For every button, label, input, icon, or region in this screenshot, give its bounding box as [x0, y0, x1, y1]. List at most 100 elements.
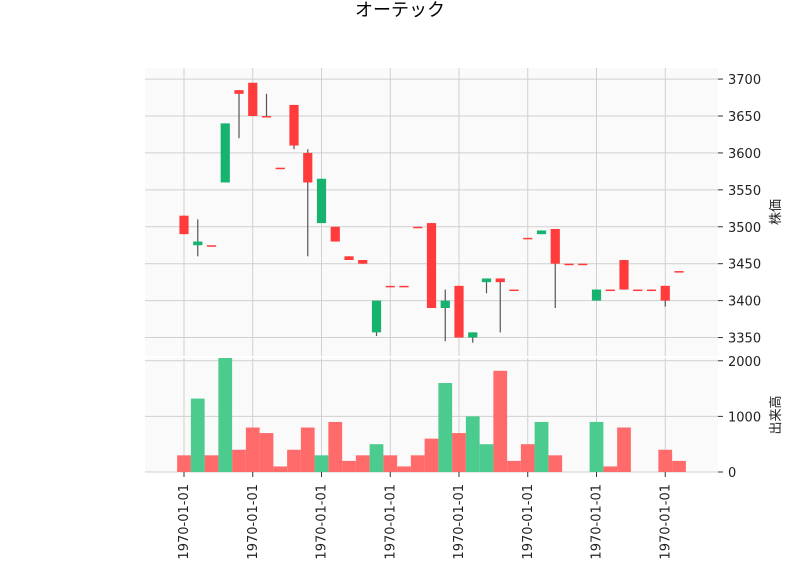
- price-tick-label: 3600: [728, 147, 761, 162]
- x-axis: 1970-01-01 1970-01-01 1970-01-01 1970-01-01…: [177, 472, 673, 560]
- candle-body: [248, 82, 258, 116]
- candle: [289, 104, 299, 150]
- candle: [619, 260, 629, 290]
- x-tick-label: 1970-01-01: [177, 484, 192, 560]
- candle-body: [440, 300, 450, 308]
- x-tick-label: 1970-01-01: [452, 484, 467, 560]
- volume-axis-label: 出来高: [768, 395, 784, 434]
- candle-body: [660, 285, 670, 301]
- volume-bar: [603, 466, 618, 472]
- candle-body: [220, 123, 230, 183]
- candle: [399, 285, 409, 288]
- volume-bar: [658, 449, 673, 472]
- volume-bar: [232, 449, 246, 472]
- candle: [275, 167, 285, 170]
- candle-body: [481, 278, 492, 283]
- volume-bar: [410, 455, 425, 472]
- candle-body: [289, 104, 299, 146]
- candle: [193, 219, 203, 257]
- volume-bar: [479, 444, 494, 472]
- volume-panel: 0 1000 2000: [145, 355, 761, 481]
- candle: [413, 226, 423, 229]
- candle-body: [646, 289, 657, 292]
- x-tick-label: 1970-01-01: [658, 484, 673, 560]
- volume-bar: [617, 427, 631, 472]
- candle: [316, 178, 327, 224]
- candle-body: [633, 289, 643, 292]
- candle: [358, 260, 368, 264]
- candle: [440, 289, 450, 342]
- candle: [371, 300, 382, 337]
- candle: [633, 289, 643, 292]
- price-panel-bg: [145, 68, 718, 356]
- chart-title: オーテック: [355, 0, 445, 21]
- candle-body: [550, 228, 560, 264]
- candle-body: [358, 260, 368, 264]
- price-tick-label: 3450: [728, 258, 761, 273]
- volume-bar: [204, 455, 219, 472]
- volume-bar: [493, 370, 508, 472]
- candle: [660, 285, 670, 307]
- candle-body: [413, 226, 423, 229]
- candle: [605, 289, 615, 292]
- x-tick-label: 1970-01-01: [246, 484, 261, 560]
- x-tick-label: 1970-01-01: [315, 484, 330, 560]
- volume-bar: [218, 358, 233, 472]
- candle: [454, 285, 464, 338]
- volume-bar: [438, 383, 453, 472]
- candle-body: [275, 167, 285, 170]
- volume-bar: [520, 444, 535, 472]
- candle-body: [509, 289, 519, 292]
- price-tick-label: 3550: [728, 184, 761, 199]
- candle-body: [468, 332, 478, 338]
- candle: [646, 289, 657, 292]
- volume-bar: [383, 455, 398, 472]
- volume-tick-label: 2000: [728, 355, 761, 370]
- volume-bar: [452, 433, 466, 472]
- candle: [536, 230, 547, 235]
- price-tick-label: 3400: [728, 295, 761, 310]
- candle: [674, 271, 684, 273]
- candle: [385, 285, 395, 288]
- candle: [523, 237, 533, 240]
- volume-bar: [424, 438, 439, 472]
- x-tick-label: 1970-01-01: [521, 484, 536, 560]
- candle-body: [426, 223, 437, 308]
- candle: [578, 263, 588, 266]
- candle-body: [605, 289, 615, 292]
- price-tick-label: 3500: [728, 221, 761, 236]
- candle-body: [303, 152, 313, 183]
- price-tick-label: 3650: [728, 110, 761, 125]
- candle: [330, 226, 340, 242]
- candle-body: [385, 285, 395, 288]
- candle-body: [371, 300, 382, 333]
- candle: [344, 256, 354, 260]
- candle: [426, 223, 437, 308]
- candle: [179, 215, 189, 235]
- x-tick-label: 1970-01-01: [590, 484, 605, 560]
- candle: [495, 278, 505, 333]
- candle-body: [523, 237, 533, 240]
- candle-body: [454, 285, 464, 338]
- volume-bar: [355, 455, 370, 472]
- candle: [261, 93, 272, 118]
- volume-bar: [548, 455, 563, 472]
- candle-body: [206, 245, 217, 247]
- price-panel: 3350 3400 3450 3500 3550 3600 3650 3700: [145, 68, 761, 356]
- volume-bar: [507, 460, 521, 472]
- volume-bar: [273, 466, 288, 472]
- candle-body: [261, 116, 272, 118]
- candle: [550, 228, 560, 308]
- candle-body: [330, 226, 340, 242]
- candle-body: [536, 230, 547, 235]
- candle-body: [619, 260, 629, 290]
- volume-tick-label: 1000: [728, 410, 761, 425]
- candle-body: [316, 178, 327, 224]
- candle-body: [578, 263, 588, 266]
- candle: [509, 289, 519, 292]
- volume-bar: [287, 449, 301, 472]
- volume-bar: [259, 433, 274, 472]
- volume-bar: [328, 421, 343, 472]
- candle: [468, 332, 478, 343]
